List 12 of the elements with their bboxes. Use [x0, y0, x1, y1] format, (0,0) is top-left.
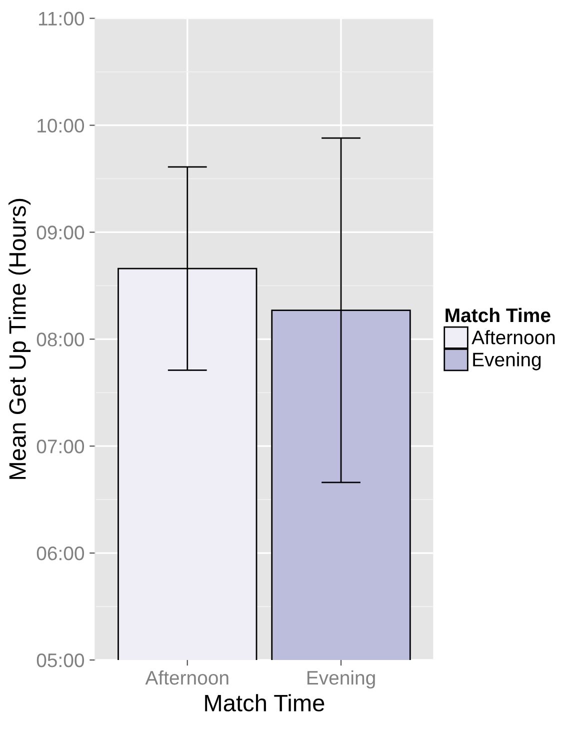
x-axis-title: Match Time: [205, 694, 324, 712]
y-axis-title: Mean Get Up Time (Hours): [8, 198, 31, 479]
y-tick-label: 06:00: [36, 546, 84, 560]
y-tick-label: 05:00: [36, 653, 84, 668]
y-tick-label: 11:00: [39, 12, 84, 26]
legend-label: Afternoon: [472, 330, 555, 344]
y-tick-label: 09:00: [36, 226, 84, 240]
y-tick-label: 08:00: [36, 332, 84, 346]
y-tick-label: 07:00: [36, 440, 84, 454]
legend-label: Evening: [473, 352, 541, 370]
legend-title: Match Time: [446, 308, 550, 322]
y-tick-label: 10:00: [38, 118, 84, 133]
